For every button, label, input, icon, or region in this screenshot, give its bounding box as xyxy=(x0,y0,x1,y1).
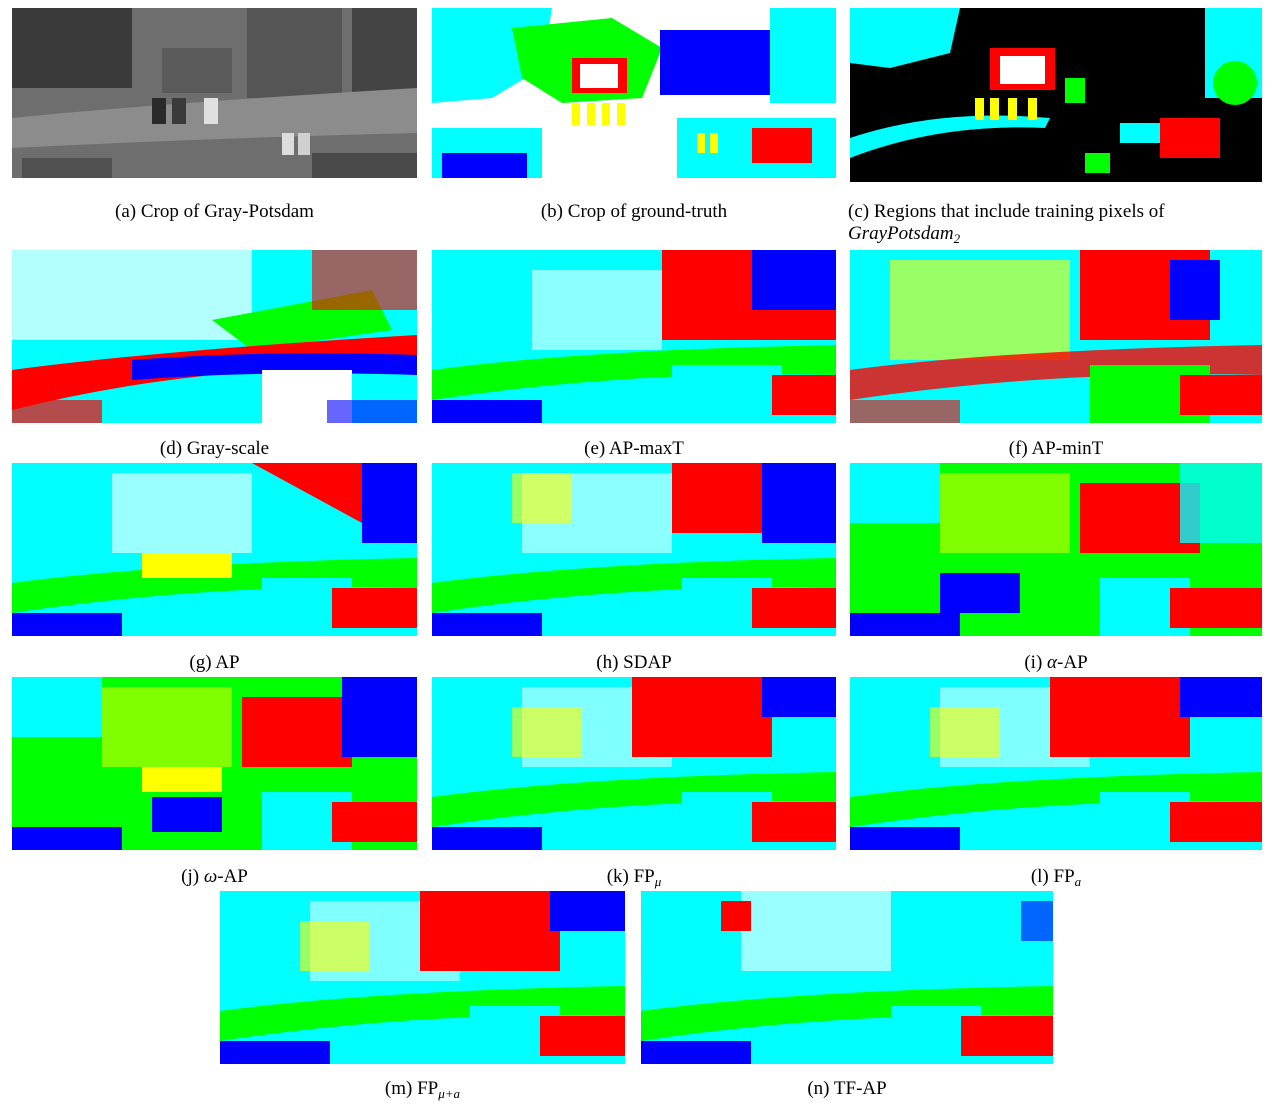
gray-potsdam-image xyxy=(12,8,417,178)
caption-k: (k) FPμ xyxy=(606,866,662,889)
caption-h: (h) SDAP xyxy=(596,652,672,673)
sdap-result-image xyxy=(432,463,836,636)
caption-m: (m) FPμ+a xyxy=(384,1078,461,1101)
ap-result-image xyxy=(12,463,417,636)
fp-mu-result-image xyxy=(432,677,836,850)
ground-truth-image xyxy=(432,8,836,178)
omega-ap-result-image xyxy=(12,677,417,850)
caption-a: (a) Crop of Gray-Potsdam xyxy=(115,201,314,222)
fp-a-result-image xyxy=(850,677,1262,850)
caption-l: (l) FPa xyxy=(1030,866,1082,889)
tf-ap-result-image xyxy=(641,891,1053,1064)
training-regions-image xyxy=(850,8,1262,182)
gray-scale-result-image xyxy=(12,250,417,423)
caption-n: (n) TF-AP xyxy=(807,1078,887,1099)
caption-f: (f) AP-minT xyxy=(1008,438,1104,459)
fp-mu-a-result-image xyxy=(220,891,625,1064)
caption-d: (d) Gray-scale xyxy=(159,438,270,459)
caption-e: (e) AP-maxT xyxy=(584,438,684,459)
caption-g: (g) AP xyxy=(189,652,240,673)
caption-j: (j) ω-AP xyxy=(181,866,248,887)
ap-mint-result-image xyxy=(850,250,1262,423)
ap-maxt-result-image xyxy=(432,250,836,423)
caption-b: (b) Crop of ground-truth xyxy=(540,201,728,222)
alpha-ap-result-image xyxy=(850,463,1262,636)
caption-i: (i) α-AP xyxy=(1024,652,1088,673)
caption-c: (c) Regions that include training pixels… xyxy=(848,201,1165,246)
